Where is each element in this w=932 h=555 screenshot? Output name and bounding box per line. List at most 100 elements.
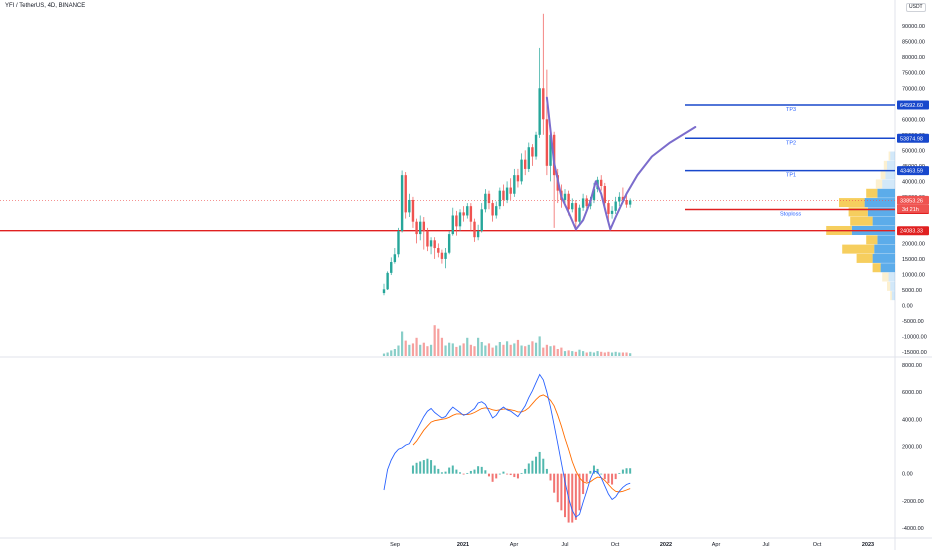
macd-histogram-bar [564, 473, 566, 518]
volume-bar [574, 351, 577, 356]
candle-body [404, 175, 407, 213]
volume-bar [571, 351, 574, 356]
candle-body [542, 88, 545, 120]
macd-histogram-bar [603, 473, 606, 480]
volume-bar [451, 343, 454, 356]
macd-histogram-bar [582, 473, 585, 495]
volume-profile-up-bar [877, 188, 895, 198]
volume-bar [549, 346, 552, 356]
volume-bar [390, 350, 393, 356]
macd-histogram-bar [444, 471, 447, 474]
candle-body [437, 248, 440, 253]
volume-bar [545, 344, 548, 356]
level-label-tp3: TP3 [786, 107, 796, 113]
volume-profile-up-bar [885, 170, 895, 180]
volume-profile-down-bar [850, 216, 873, 226]
price-tick-label: 50000.00 [902, 148, 925, 154]
candle-body [625, 199, 628, 205]
currency-button[interactable]: USDT [906, 3, 926, 12]
candle-body [382, 289, 386, 294]
volume-bar [531, 341, 534, 356]
volume-bar [567, 350, 570, 356]
macd-histogram-bar [430, 460, 433, 474]
candle-body [386, 272, 389, 290]
macd-histogram-bar [451, 465, 454, 474]
volume-bar [603, 352, 606, 356]
price-tick-label: 10000.00 [902, 272, 925, 278]
candle-body [458, 212, 462, 227]
volume-bar [520, 345, 523, 356]
time-tick-label: Apr [712, 542, 721, 548]
candle-body [592, 189, 596, 200]
volume-bar [513, 343, 516, 356]
macd-histogram-bar [629, 468, 632, 474]
time-tick-label: Sep [390, 542, 400, 548]
volume-profile-up-bar [882, 179, 895, 189]
volume-bar [408, 344, 411, 356]
volume-bar [614, 351, 617, 356]
volume-bar [509, 344, 512, 356]
price-badge [897, 133, 929, 143]
price-tick-label: -15000.00 [902, 350, 927, 356]
price-tick-label: 85000.00 [902, 40, 925, 46]
countdown-label: 3d 21h [902, 207, 919, 213]
volume-bar [382, 353, 386, 356]
volume-profile-down-bar [875, 179, 883, 189]
macd-histogram-bar [535, 456, 538, 474]
volume-bar [524, 346, 527, 356]
volume-profile-down-bar [890, 291, 892, 301]
macd-histogram-bar [560, 473, 563, 511]
candle-body [621, 196, 625, 200]
candle-body [538, 88, 541, 135]
candle-body [607, 203, 610, 214]
volume-bar [480, 342, 483, 356]
time-tick-label: 2021 [457, 542, 469, 548]
macd-histogram-bar [419, 461, 422, 474]
macd-histogram-bar [618, 472, 621, 474]
volume-profile-down-bar [883, 160, 887, 170]
volume-bar [625, 352, 628, 356]
time-tick-label: Oct [611, 542, 620, 548]
candle-body [509, 187, 512, 194]
macd-histogram-bar [422, 460, 425, 474]
price-tick-label: 75000.00 [902, 71, 925, 77]
macd-signal-line [412, 394, 631, 493]
candle-body [603, 186, 607, 204]
volume-bar [437, 328, 440, 356]
candle-body [614, 201, 617, 211]
volume-bar [487, 343, 491, 356]
level-label-stoploss: Stoploss [780, 212, 801, 218]
candle-body [433, 240, 436, 249]
time-tick-label: Oct [813, 542, 822, 548]
volume-profile-up-bar [867, 207, 895, 217]
volume-bar [629, 353, 632, 356]
candle-body [444, 252, 447, 259]
price-tick-label: 15000.00 [902, 257, 925, 263]
time-tick-label: Apr [510, 542, 519, 548]
countdown-badge [897, 204, 929, 213]
candle-body [513, 175, 516, 194]
volume-profile-up-bar [891, 291, 895, 301]
volume-bar [498, 342, 501, 356]
macd-tick-label: 4000.00 [902, 417, 922, 423]
macd-histogram-bar [527, 463, 530, 474]
volume-bar [592, 352, 596, 356]
price-badge-label: 53874.98 [900, 136, 923, 142]
macd-histogram-bar [502, 471, 505, 474]
macd-histogram-bar [462, 473, 465, 475]
macd-histogram-bar [448, 467, 451, 474]
volume-profile-down-bar [856, 253, 873, 263]
volume-bar [448, 342, 451, 356]
candle-body [466, 206, 469, 216]
volume-profile-down-bar [866, 188, 878, 198]
macd-histogram-bar [589, 470, 592, 474]
candle-body [571, 203, 574, 210]
candle-body [447, 234, 451, 253]
candle-body [545, 119, 549, 166]
macd-histogram-bar [480, 466, 483, 474]
candle-body [505, 187, 509, 200]
candle-body [484, 193, 487, 210]
macd-histogram-bar [469, 470, 472, 474]
